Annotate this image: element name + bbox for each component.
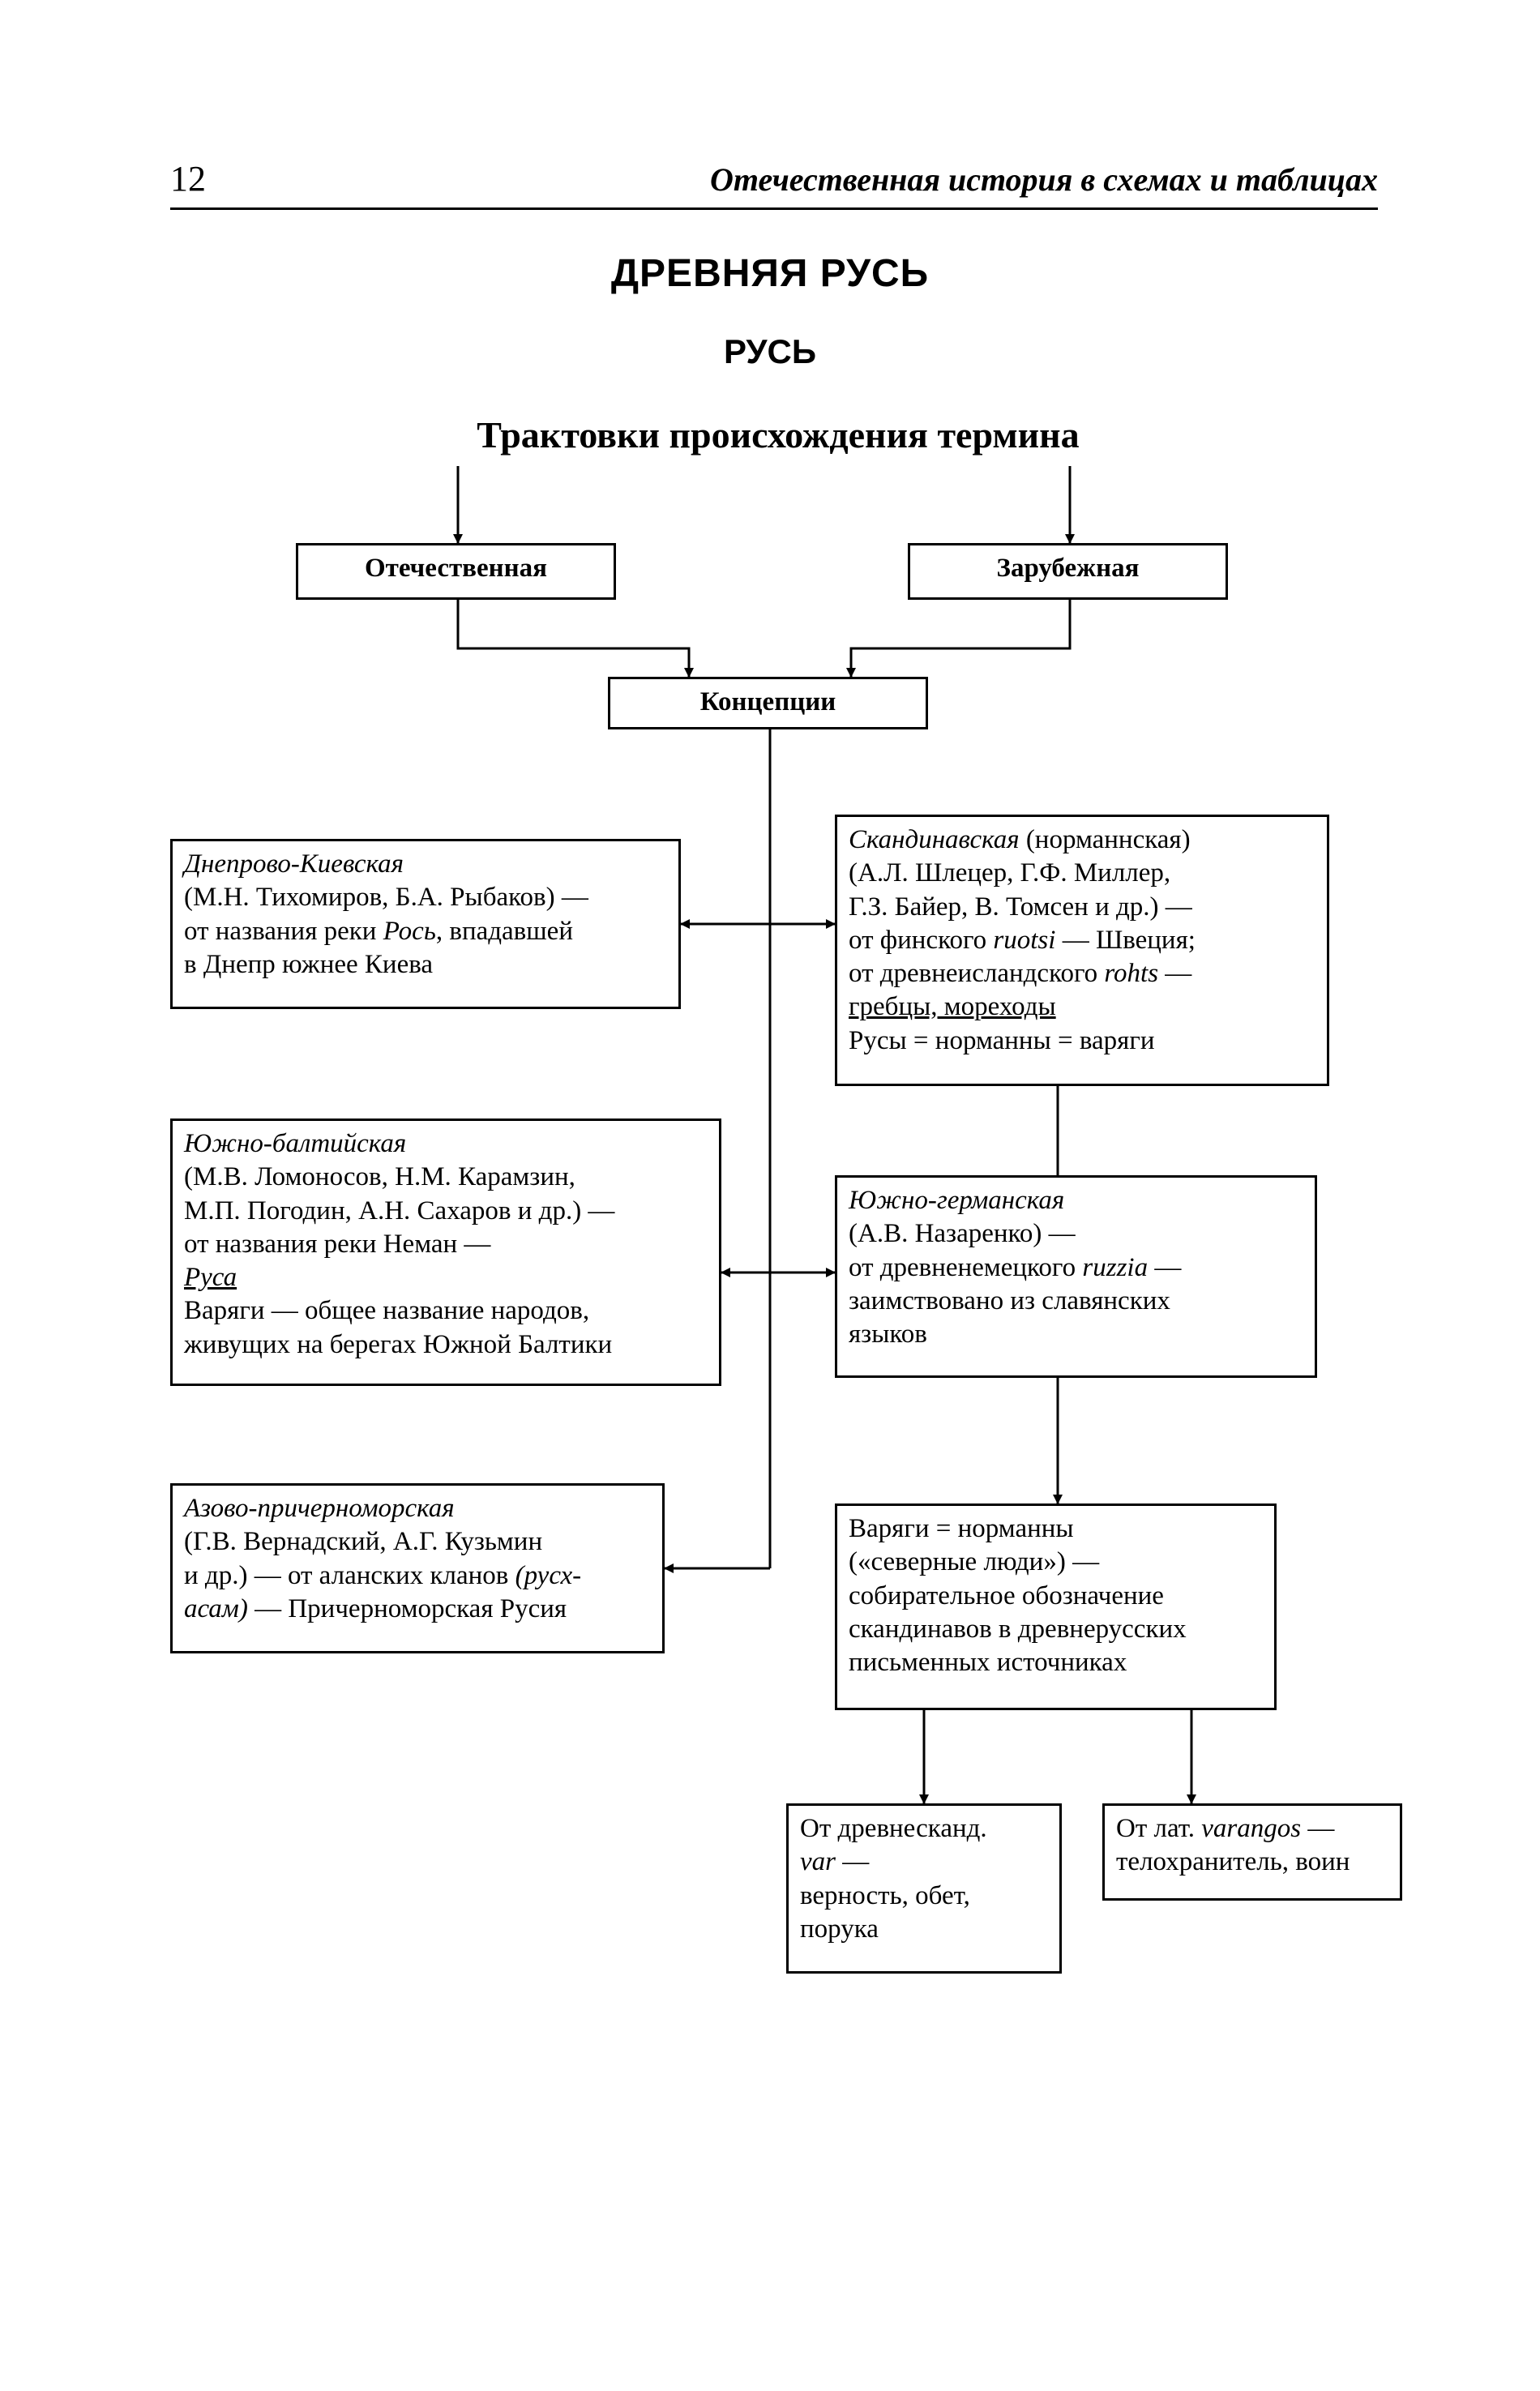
node-scand: Скандинавская (норманнская)(А.Л. Шлецер,… — [835, 815, 1329, 1086]
main-title: ДРЕВНЯЯ РУСЬ — [0, 251, 1540, 296]
node-azov: Азово-причерноморская(Г.В. Вернадский, А… — [170, 1483, 665, 1653]
sub-title: РУСЬ — [0, 332, 1540, 371]
diagram-container: Трактовки происхождения термина Отечеств… — [170, 413, 1386, 2196]
diagram-heading: Трактовки происхождения термина — [170, 413, 1386, 456]
node-baltic: Южно-балтийская(М.В. Ломоносов, Н.М. Кар… — [170, 1119, 721, 1386]
node-concepts: Концепции — [608, 677, 928, 729]
edge — [851, 600, 1070, 677]
edge — [458, 600, 689, 677]
node-dnepr: Днепрово-Киевская(М.Н. Тихомиров, Б.А. Р… — [170, 839, 681, 1009]
page-header: 12 Отечественная история в схемах и табл… — [170, 158, 1378, 210]
node-varangians: Варяги = норманны(«северные люди») —соби… — [835, 1503, 1277, 1710]
node-var_right: От лат. varangos —телохранитель, воин — [1102, 1803, 1402, 1901]
node-domestic: Отечественная — [296, 543, 616, 600]
node-foreign: Зарубежная — [908, 543, 1228, 600]
page-number: 12 — [170, 158, 206, 199]
running-head: Отечественная история в схемах и таблица… — [710, 160, 1378, 199]
node-german: Южно-германская(А.В. Назаренко) —от древ… — [835, 1175, 1317, 1378]
page: 12 Отечественная история в схемах и табл… — [0, 0, 1540, 2391]
node-var_left: От древнесканд.var —верность, обет,порук… — [786, 1803, 1062, 1974]
